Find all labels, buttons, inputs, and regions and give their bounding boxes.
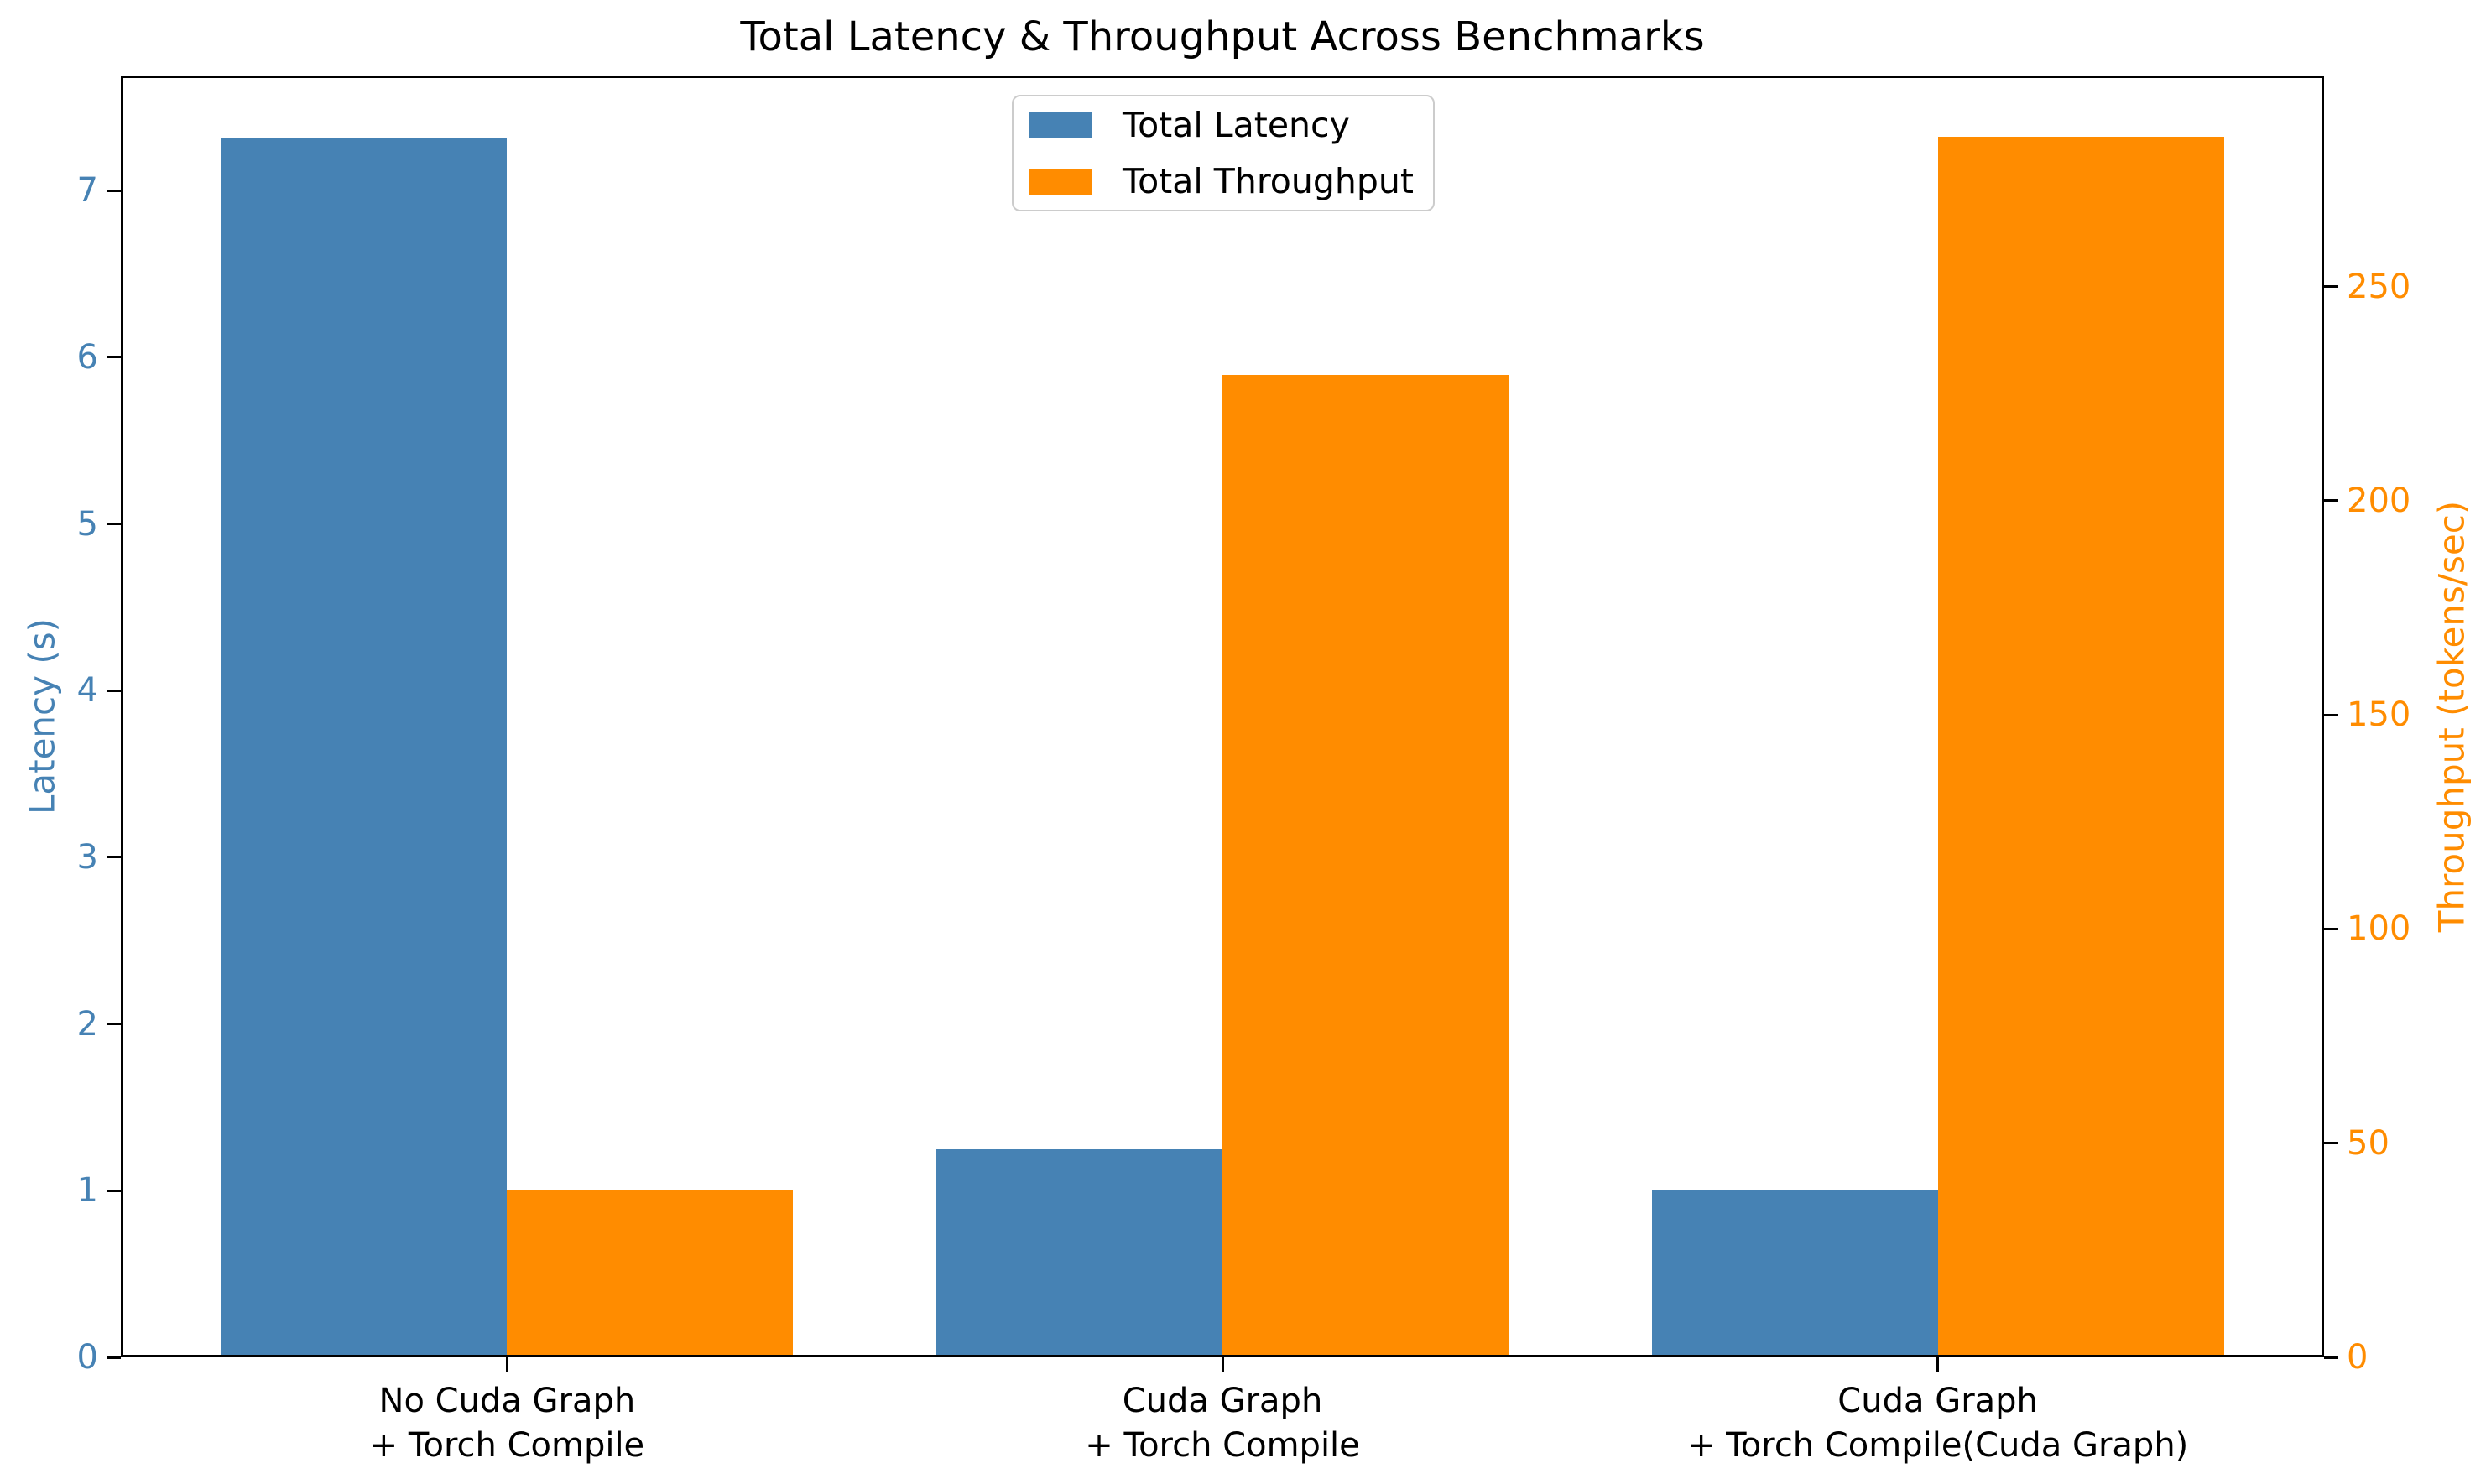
left-tick-label: 3: [76, 837, 98, 877]
x-tick-label-1: Cuda Graph + Torch Compile: [1085, 1382, 1360, 1465]
left-tick-mark: [107, 1356, 121, 1359]
right-tick-label: 200: [2347, 481, 2411, 520]
left-tick-label: 6: [76, 337, 98, 377]
legend-label-throughput: Total Throughput: [1123, 160, 1414, 201]
x-tick-mark: [1221, 1357, 1224, 1372]
throughput-bar-1: [1222, 374, 1509, 1357]
right-tick-label: 100: [2347, 909, 2411, 949]
left-tick-mark: [107, 356, 121, 359]
legend-entry-throughput: Total Throughput: [1029, 164, 1418, 199]
x-tick-mark: [505, 1357, 508, 1372]
left-tick-mark: [107, 523, 121, 525]
right-tick-mark: [2324, 713, 2338, 716]
left-tick-mark: [107, 1023, 121, 1026]
legend-entry-latency: Total Latency: [1029, 104, 1418, 145]
left-tick-label: 2: [76, 1004, 98, 1044]
left-tick-mark: [107, 1189, 121, 1192]
legend-swatch-throughput: [1029, 168, 1092, 195]
right-tick-label: 0: [2347, 1338, 2369, 1377]
left-tick-mark: [107, 856, 121, 859]
throughput-bar-0: [507, 1189, 794, 1357]
legend-label-latency: Total Latency: [1123, 104, 1350, 145]
left-tick-label: 7: [76, 171, 98, 211]
right-tick-mark: [2324, 1142, 2338, 1145]
right-tick-mark: [2324, 285, 2338, 289]
left-tick-label: 1: [76, 1171, 98, 1211]
right-tick-label: 150: [2347, 695, 2411, 735]
x-tick-label-0: No Cuda Graph + Torch Compile: [369, 1382, 645, 1465]
right-tick-mark: [2324, 1356, 2338, 1359]
legend: Total Latency Total Throughput: [1012, 95, 1435, 211]
right-tick-mark: [2324, 927, 2338, 930]
right-tick-label: 250: [2347, 267, 2411, 306]
latency-bar-0: [221, 137, 508, 1357]
throughput-bar-2: [1937, 137, 2224, 1357]
left-tick-label: 4: [76, 671, 98, 711]
chart-title: Total Latency & Throughput Across Benchm…: [740, 13, 1705, 60]
left-tick-mark: [107, 189, 121, 192]
right-tick-mark: [2324, 499, 2338, 502]
left-tick-mark: [107, 689, 121, 692]
left-axis-label: Latency (s): [21, 617, 63, 815]
left-tick-label: 5: [76, 504, 98, 544]
latency-bar-2: [1651, 1190, 1938, 1357]
x-tick-label-2: Cuda Graph + Torch Compile(Cuda Graph): [1686, 1382, 2189, 1465]
legend-swatch-latency: [1029, 112, 1092, 138]
left-tick-label: 0: [76, 1338, 98, 1377]
latency-bar-1: [935, 1148, 1222, 1357]
x-tick-mark: [1936, 1357, 1940, 1372]
right-tick-label: 50: [2347, 1123, 2389, 1163]
